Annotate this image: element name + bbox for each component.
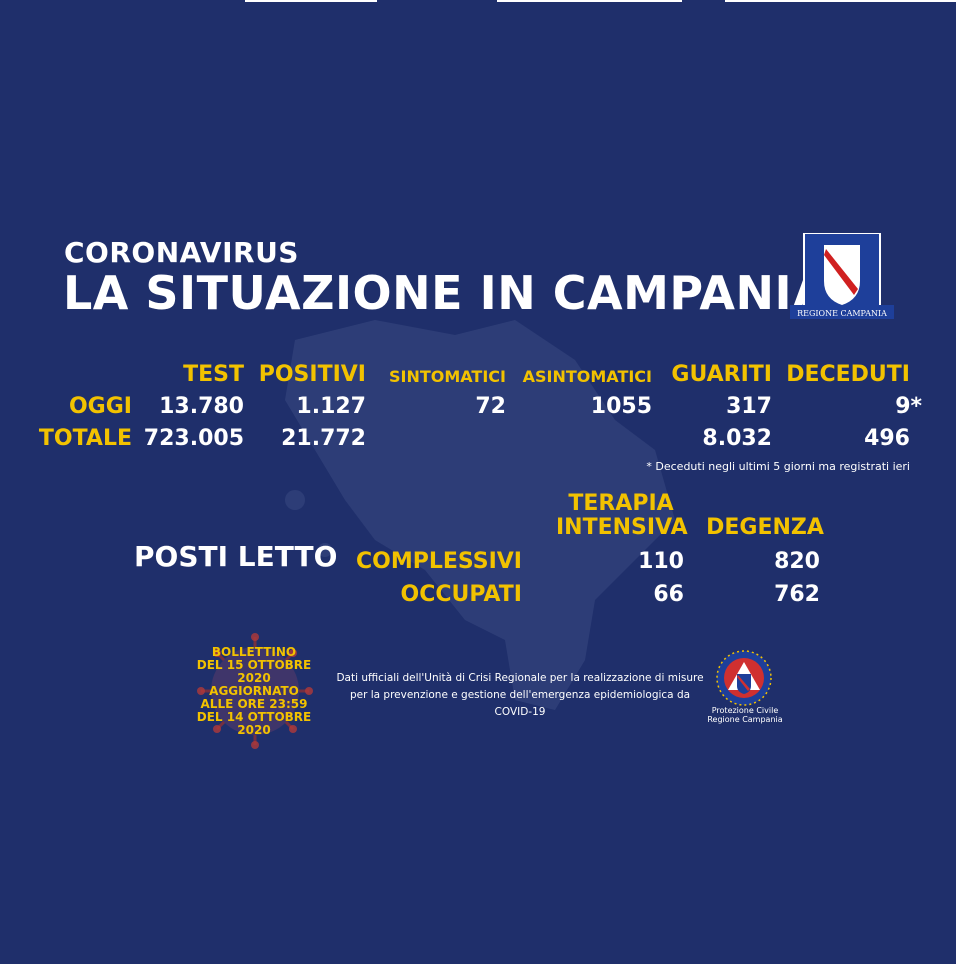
top-edge-bar — [725, 0, 956, 2]
oggi-test: 13.780 — [159, 394, 244, 419]
bulletin-line: DEL 15 OTTOBRE 2020 — [196, 658, 312, 685]
top-edge-bar — [245, 0, 377, 2]
bulletin-line: AGGIORNATO — [209, 684, 299, 698]
header-guariti: GUARITI — [671, 362, 772, 387]
beds-complessivi-degenza: 820 — [774, 549, 820, 574]
official-line: per la prevenzione e gestione dell'emerg… — [349, 689, 691, 718]
official-line: Dati ufficiali dell'Unità di Crisi Regio… — [336, 672, 704, 684]
header-positivi: POSITIVI — [258, 362, 366, 387]
page-title: LA SITUAZIONE IN CAMPANIA — [63, 266, 829, 320]
beds-occupati-intensiva: 66 — [653, 582, 684, 607]
beds-occupati-degenza: 762 — [774, 582, 820, 607]
totale-test: 723.005 — [143, 426, 244, 451]
official-data-note: Dati ufficiali dell'Unità di Crisi Regio… — [330, 670, 710, 721]
oggi-sintomatici: 72 — [475, 394, 506, 419]
oggi-positivi: 1.127 — [296, 394, 366, 419]
row-label-oggi: OGGI — [68, 394, 132, 419]
bulletin-line: BOLLETTINO — [211, 645, 297, 659]
header-small-title: CORONAVIRUS — [64, 236, 299, 269]
deceduti-footnote: * Deceduti negli ultimi 5 giorni ma regi… — [646, 460, 910, 473]
regione-campania-logo-text: REGIONE CAMPANIA — [797, 309, 887, 318]
header-asintomatici: ASINTOMATICI — [522, 367, 652, 386]
regione-campania-logo: REGIONE CAMPANIA — [790, 233, 894, 319]
header-test: TEST — [183, 362, 244, 387]
campania-map-background — [285, 320, 675, 710]
header-sintomatici: SINTOMATICI — [388, 367, 506, 386]
bulletin-line: DEL 14 OTTOBRE 2020 — [196, 710, 312, 737]
beds-header-intensiva: INTENSIVA — [556, 515, 688, 540]
beds-complessivi-intensiva: 110 — [638, 549, 684, 574]
virus-icon — [197, 633, 313, 749]
posti-letto-title: POSTI LETTO — [134, 540, 338, 573]
protezione-civile-line: Protezione Civile — [711, 706, 779, 715]
top-edge-bar — [497, 0, 682, 2]
beds-label-occupati: OCCUPATI — [400, 582, 522, 607]
totale-guariti: 8.032 — [702, 426, 772, 451]
oggi-asintomatici: 1055 — [590, 394, 652, 419]
beds-header-terapia: TERAPIA — [568, 491, 674, 516]
beds-label-complessivi: COMPLESSIVI — [355, 549, 522, 574]
protezione-civile-icon — [716, 650, 772, 706]
header-deceduti: DECEDUTI — [786, 362, 910, 387]
totale-positivi: 21.772 — [281, 426, 366, 451]
bulletin-line: ALLE ORE 23:59 — [200, 697, 308, 711]
totale-deceduti: 496 — [864, 426, 910, 451]
protezione-civile-text: Protezione Civile Regione Campania — [700, 706, 790, 724]
beds-header-terapia-intensiva: TERAPIA INTENSIVA — [556, 491, 688, 540]
protezione-civile-line: Regione Campania — [707, 715, 783, 724]
row-label-totale: TOTALE — [38, 426, 132, 451]
oggi-deceduti: 9* — [895, 394, 922, 419]
oggi-guariti: 317 — [726, 394, 772, 419]
beds-header-degenza: DEGENZA — [706, 515, 824, 540]
bulletin-date: BOLLETTINO DEL 15 OTTOBRE 2020 AGGIORNAT… — [184, 646, 324, 737]
